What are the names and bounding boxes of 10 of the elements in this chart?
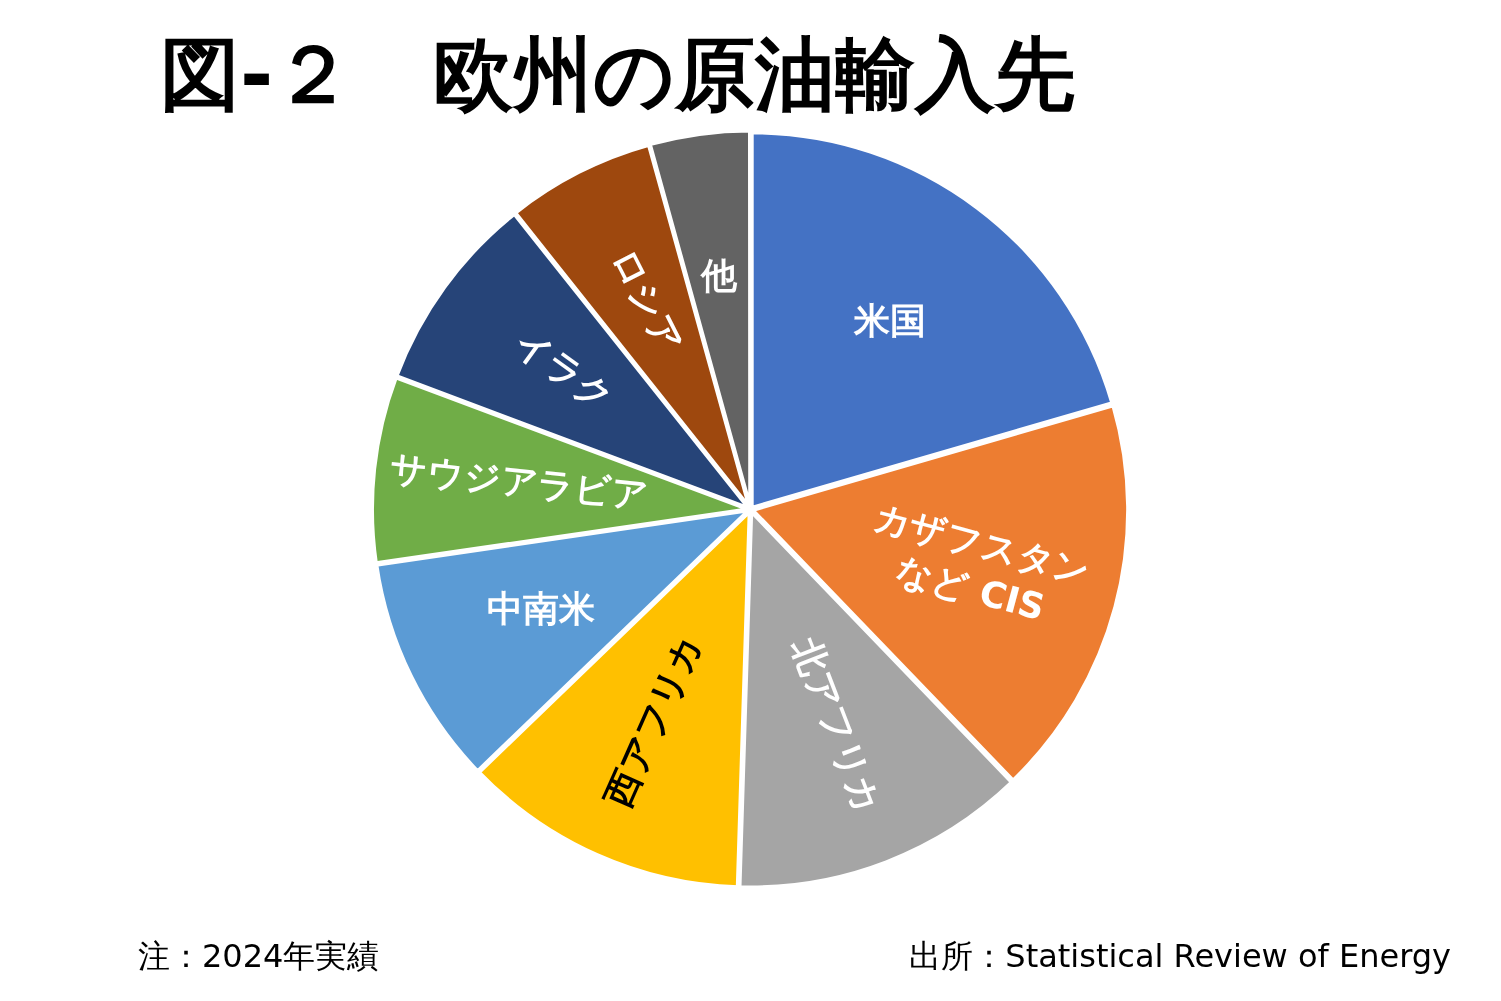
slice-label: 他 <box>700 255 739 297</box>
slice-label: 中南米 <box>487 588 596 630</box>
slice-label: 北アフリカ <box>784 631 890 819</box>
text: 注：2024年実績 <box>138 936 380 977</box>
slice-label: カザフスタン など CIS <box>869 495 1095 629</box>
text: 出所：Statistical Review of Energy <box>909 936 1451 977</box>
chart-title: 図-２ 欧州の原油輸入先 <box>160 27 1076 123</box>
slice-label: サウジアラビア <box>388 447 651 516</box>
slice-label: 米国 <box>853 299 927 341</box>
slice-label: 西アフリカ <box>596 628 710 815</box>
